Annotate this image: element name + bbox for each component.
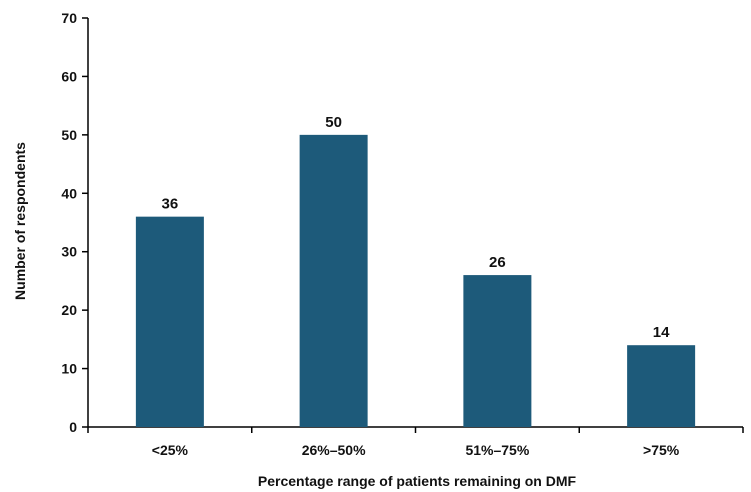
y-tick-label: 10	[61, 361, 77, 377]
bar-2	[299, 134, 368, 427]
bar-3	[463, 275, 532, 427]
x-axis: <25% 26%–50% 51%–75% >75%	[87, 426, 744, 458]
data-label-2: 50	[325, 114, 342, 131]
x-axis-title: Percentage range of patients remaining o…	[258, 473, 577, 489]
bars	[135, 134, 696, 427]
data-label-4: 14	[653, 324, 670, 341]
data-labels: 36 50 26 14	[162, 114, 671, 341]
x-tick-label-3: 51%–75%	[465, 442, 529, 458]
x-tick-label-2: 26%–50%	[302, 442, 366, 458]
y-tick-label: 0	[69, 419, 77, 435]
y-tick-label: 50	[61, 127, 77, 143]
y-axis-title: Number of respondents	[12, 142, 28, 300]
x-tick-label-1: <25%	[152, 442, 189, 458]
data-label-1: 36	[162, 196, 179, 213]
y-tick-label: 70	[61, 10, 77, 26]
y-tick-label: 40	[61, 185, 77, 201]
x-tick-label-4: >75%	[643, 442, 680, 458]
y-tick-label: 20	[61, 302, 77, 318]
y-tick-label: 60	[61, 68, 77, 84]
data-label-3: 26	[489, 254, 506, 271]
bar-4	[627, 345, 696, 427]
bar-1	[135, 216, 204, 427]
y-axis: 0 10 20 30 40 50 60 70	[61, 10, 89, 435]
y-tick-label: 30	[61, 244, 77, 260]
